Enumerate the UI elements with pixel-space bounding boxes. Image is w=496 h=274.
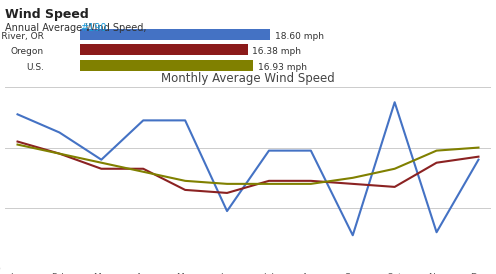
Text: 16.93 mph: 16.93 mph — [258, 63, 307, 72]
Text: 16.38 mph: 16.38 mph — [252, 47, 302, 56]
Text: 18.60 mph: 18.60 mph — [275, 32, 324, 41]
Title: Monthly Average Wind Speed: Monthly Average Wind Speed — [161, 72, 335, 85]
Text: Oregon: Oregon — [11, 47, 44, 56]
FancyBboxPatch shape — [80, 29, 270, 40]
Text: #190: #190 — [80, 23, 107, 33]
Text: Annual Average Wind Speed,: Annual Average Wind Speed, — [5, 23, 150, 33]
Text: Wind Speed: Wind Speed — [5, 8, 89, 21]
FancyBboxPatch shape — [80, 44, 248, 55]
Text: Hood River, OR: Hood River, OR — [0, 32, 44, 41]
Text: U.S.: U.S. — [26, 63, 44, 72]
FancyBboxPatch shape — [80, 60, 253, 71]
